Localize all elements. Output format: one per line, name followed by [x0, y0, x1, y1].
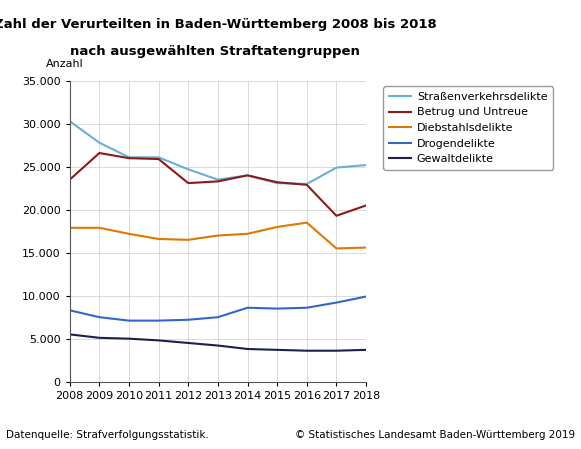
Text: Anzahl: Anzahl: [46, 59, 84, 69]
Diebstahlsdelikte: [155, 236, 162, 242]
Gewaltdelikte: [66, 332, 73, 337]
Gewaltdelikte: [363, 347, 370, 352]
Diebstahlsdelikte: [363, 245, 370, 250]
Diebstahlsdelikte: [303, 220, 310, 225]
Betrug und Untreue: [185, 180, 192, 186]
Line: Gewaltdelikte: Gewaltdelikte: [70, 335, 366, 351]
Straßenverkehrsdelikte: [66, 119, 73, 124]
Gewaltdelikte: [244, 346, 251, 352]
Straßenverkehrsdelikte: [244, 173, 251, 178]
Diebstahlsdelikte: [125, 231, 132, 237]
Drogendelikte: [303, 305, 310, 310]
Diebstahlsdelikte: [214, 233, 221, 238]
Gewaltdelikte: [303, 348, 310, 353]
Betrug und Untreue: [155, 156, 162, 162]
Straßenverkehrsdelikte: [214, 177, 221, 182]
Drogendelikte: [125, 318, 132, 323]
Gewaltdelikte: [125, 336, 132, 341]
Line: Drogendelikte: Drogendelikte: [70, 296, 366, 321]
Drogendelikte: [66, 308, 73, 313]
Betrug und Untreue: [214, 179, 221, 184]
Drogendelikte: [333, 300, 340, 305]
Gewaltdelikte: [274, 347, 281, 352]
Line: Betrug und Untreue: Betrug und Untreue: [70, 153, 366, 216]
Gewaltdelikte: [333, 348, 340, 353]
Text: Zahl der Verurteilten in Baden-Württemberg 2008 bis 2018: Zahl der Verurteilten in Baden-Württembe…: [0, 18, 436, 31]
Diebstahlsdelikte: [244, 231, 251, 237]
Gewaltdelikte: [214, 343, 221, 348]
Betrug und Untreue: [96, 150, 103, 156]
Betrug und Untreue: [333, 213, 340, 219]
Betrug und Untreue: [363, 203, 370, 208]
Straßenverkehrsdelikte: [333, 165, 340, 170]
Text: Datenquelle: Strafverfolgungsstatistik.: Datenquelle: Strafverfolgungsstatistik.: [6, 430, 209, 440]
Diebstahlsdelikte: [96, 225, 103, 230]
Straßenverkehrsdelikte: [96, 140, 103, 145]
Betrug und Untreue: [244, 173, 251, 178]
Diebstahlsdelikte: [333, 246, 340, 251]
Straßenverkehrsdelikte: [125, 154, 132, 160]
Drogendelikte: [214, 314, 221, 320]
Straßenverkehrsdelikte: [155, 154, 162, 160]
Drogendelikte: [185, 317, 192, 322]
Diebstahlsdelikte: [274, 224, 281, 229]
Betrug und Untreue: [303, 182, 310, 188]
Betrug und Untreue: [274, 180, 281, 185]
Betrug und Untreue: [125, 155, 132, 161]
Gewaltdelikte: [96, 335, 103, 340]
Legend: Straßenverkehrsdelikte, Betrug und Untreue, Diebstahlsdelikte, Drogendelikte, Ge: Straßenverkehrsdelikte, Betrug und Untre…: [383, 86, 553, 170]
Straßenverkehrsdelikte: [185, 167, 192, 172]
Drogendelikte: [363, 294, 370, 299]
Line: Diebstahlsdelikte: Diebstahlsdelikte: [70, 223, 366, 248]
Text: nach ausgewählten Straftatengruppen: nach ausgewählten Straftatengruppen: [70, 45, 360, 58]
Gewaltdelikte: [185, 340, 192, 346]
Drogendelikte: [96, 314, 103, 320]
Drogendelikte: [274, 306, 281, 311]
Text: © Statistisches Landesamt Baden-Württemberg 2019: © Statistisches Landesamt Baden-Württemb…: [295, 430, 575, 440]
Drogendelikte: [244, 305, 251, 310]
Straßenverkehrsdelikte: [363, 163, 370, 168]
Straßenverkehrsdelikte: [274, 180, 281, 186]
Straßenverkehrsdelikte: [303, 181, 310, 187]
Drogendelikte: [155, 318, 162, 323]
Line: Straßenverkehrsdelikte: Straßenverkehrsdelikte: [70, 121, 366, 184]
Diebstahlsdelikte: [66, 225, 73, 230]
Diebstahlsdelikte: [185, 237, 192, 242]
Gewaltdelikte: [155, 338, 162, 343]
Betrug und Untreue: [66, 177, 73, 182]
